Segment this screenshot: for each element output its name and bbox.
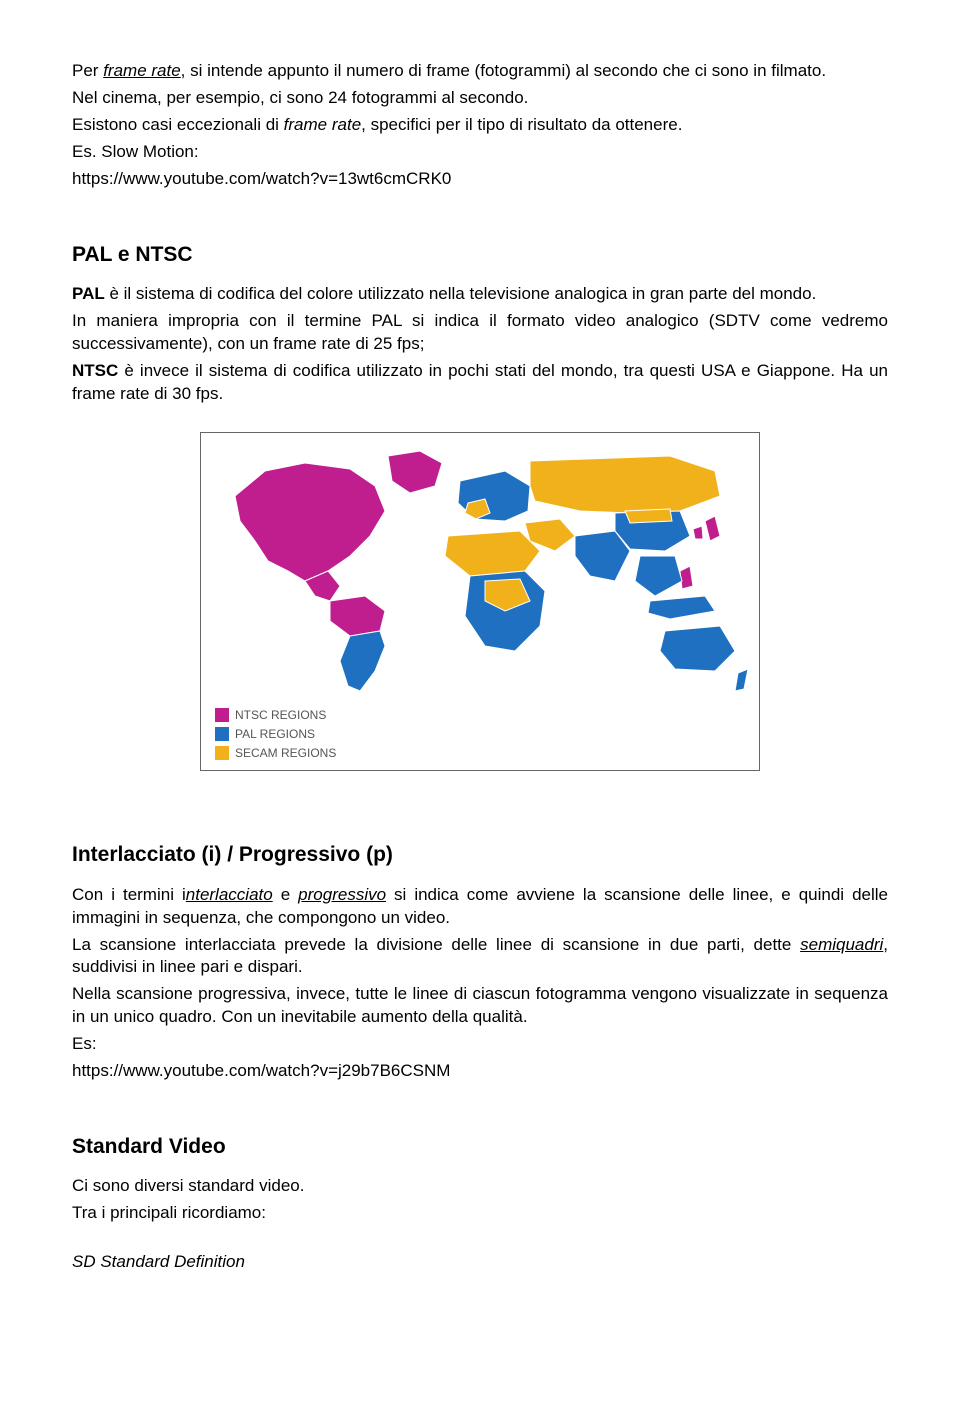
legend-row-ntsc: NTSC REGIONS bbox=[215, 707, 751, 723]
intro-line-4: Es. Slow Motion: bbox=[72, 141, 888, 164]
region-mongolia bbox=[625, 509, 672, 523]
legend-row-secam: SECAM REGIONS bbox=[215, 745, 751, 761]
pal-line-2: In maniera impropria con il termine PAL … bbox=[72, 310, 888, 356]
interlace-line-1: Con i termini interlacciato e progressiv… bbox=[72, 884, 888, 930]
legend-label-ntsc: NTSC REGIONS bbox=[235, 707, 326, 723]
term-semiquadri: semiquadri bbox=[800, 935, 883, 954]
intro-line-3: Esistono casi eccezionali di frame rate,… bbox=[72, 114, 888, 137]
pal-line-1: PAL è il sistema di codifica del colore … bbox=[72, 283, 888, 306]
standard-line-1: Ci sono diversi standard video. bbox=[72, 1175, 888, 1198]
map-legend: NTSC REGIONS PAL REGIONS SECAM REGIONS bbox=[215, 707, 751, 762]
term-ntsc: NTSC bbox=[72, 361, 118, 380]
legend-swatch-secam bbox=[215, 746, 229, 760]
interlace-link[interactable]: https://www.youtube.com/watch?v=j29b7B6C… bbox=[72, 1061, 450, 1080]
term-progressivo: progressivo bbox=[298, 885, 386, 904]
legend-label-secam: SECAM REGIONS bbox=[235, 745, 336, 761]
region-russia bbox=[530, 456, 720, 513]
legend-swatch-ntsc bbox=[215, 708, 229, 722]
world-map-svg bbox=[209, 441, 751, 701]
standard-paragraph: Ci sono diversi standard video. Tra i pr… bbox=[72, 1175, 888, 1225]
interlace-line-2: La scansione interlacciata prevede la di… bbox=[72, 934, 888, 980]
intro-paragraph: Per frame rate, si intende appunto il nu… bbox=[72, 60, 888, 191]
world-map-figure: NTSC REGIONS PAL REGIONS SECAM REGIONS bbox=[200, 432, 760, 772]
heading-pal-ntsc: PAL e NTSC bbox=[72, 241, 888, 269]
interlace-line-3: Nella scansione progressiva, invece, tut… bbox=[72, 983, 888, 1029]
term-frame-rate-2: frame rate bbox=[284, 115, 361, 134]
standard-line-2: Tra i principali ricordiamo: bbox=[72, 1202, 888, 1225]
interlace-line-4: Es: bbox=[72, 1033, 888, 1056]
term-interlacciato: nterlacciato bbox=[186, 885, 273, 904]
heading-interlace: Interlacciato (i) / Progressivo (p) bbox=[72, 841, 888, 869]
pal-ntsc-paragraph: PAL è il sistema di codifica del colore … bbox=[72, 283, 888, 406]
intro-line-2: Nel cinema, per esempio, ci sono 24 foto… bbox=[72, 87, 888, 110]
pal-line-3: NTSC è invece il sistema di codifica uti… bbox=[72, 360, 888, 406]
legend-swatch-pal bbox=[215, 727, 229, 741]
standard-line-3: SD Standard Definition bbox=[72, 1251, 888, 1274]
term-pal: PAL bbox=[72, 284, 105, 303]
term-sd: SD bbox=[72, 1252, 96, 1271]
heading-standard-video: Standard Video bbox=[72, 1133, 888, 1161]
term-frame-rate: frame rate bbox=[103, 61, 180, 80]
intro-line-1: Per frame rate, si intende appunto il nu… bbox=[72, 60, 888, 83]
interlace-paragraph: Con i termini interlacciato e progressiv… bbox=[72, 884, 888, 1084]
legend-row-pal: PAL REGIONS bbox=[215, 726, 751, 742]
slow-motion-link[interactable]: https://www.youtube.com/watch?v=13wt6cmC… bbox=[72, 169, 451, 188]
legend-label-pal: PAL REGIONS bbox=[235, 726, 315, 742]
